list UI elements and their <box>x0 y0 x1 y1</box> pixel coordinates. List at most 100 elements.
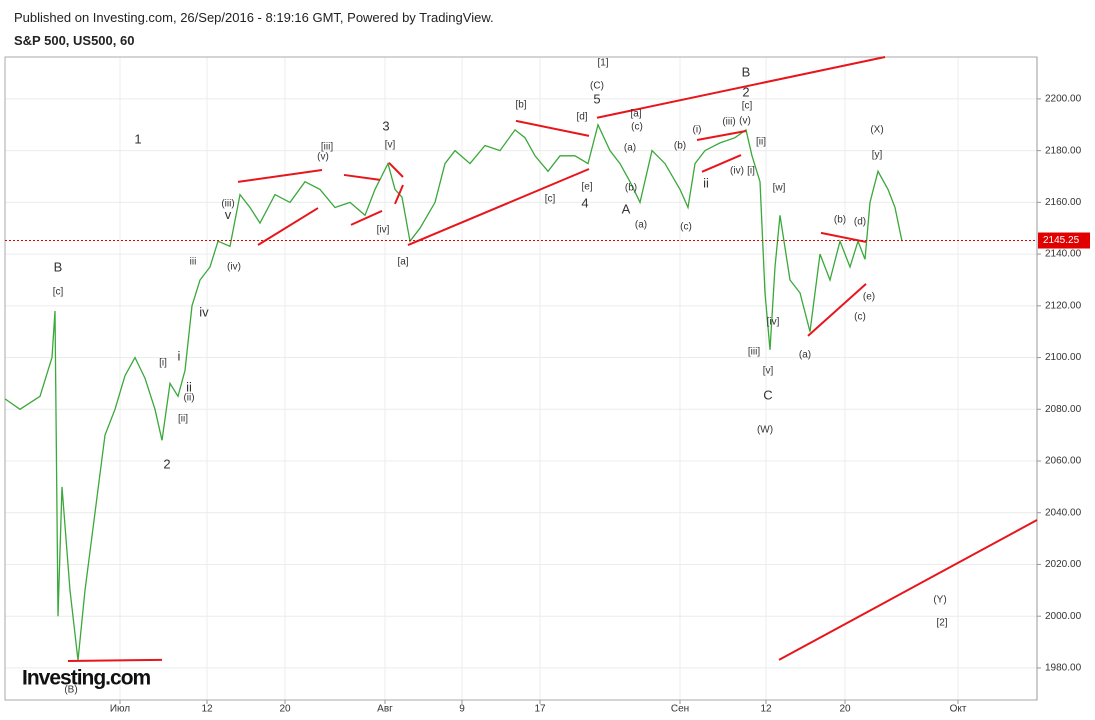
x-tick-label: 20 <box>839 704 851 715</box>
x-tick-label: 20 <box>279 704 291 715</box>
trend-line <box>820 231 867 243</box>
wave-label: [ii] <box>756 136 766 147</box>
wave-label: (b) <box>674 141 686 152</box>
wave-label: (B) <box>64 685 77 696</box>
wave-label: C <box>763 387 772 402</box>
wave-label: (iii) <box>221 199 234 210</box>
wave-label: (c) <box>631 121 643 132</box>
wave-label: (ii) <box>183 393 194 404</box>
wave-label: (iv) <box>730 165 744 176</box>
wave-label: 4 <box>581 195 588 210</box>
wave-label: ii <box>703 175 709 190</box>
x-tick-label: 12 <box>201 704 213 715</box>
x-tick-label: Авг <box>377 704 393 715</box>
wave-label: [1] <box>597 58 608 69</box>
x-tick-label: 12 <box>760 704 772 715</box>
wave-label: (a) <box>635 220 647 231</box>
y-tick-label: 2180.00 <box>1045 145 1082 156</box>
y-tick-label: 2000.00 <box>1045 611 1082 622</box>
logo: Investing.com <box>22 667 151 690</box>
wave-label: 1 <box>134 131 141 146</box>
x-tick-label: Сен <box>671 704 689 715</box>
trend-line <box>778 519 1038 661</box>
wave-label: (d) <box>854 217 866 228</box>
wave-label: [y] <box>872 150 883 161</box>
wave-label: (v) <box>317 151 329 162</box>
wave-label: 3 <box>382 118 389 133</box>
wave-label: (W) <box>757 425 773 436</box>
wave-label: [b] <box>515 99 526 110</box>
trend-line <box>394 184 404 205</box>
wave-label: [c] <box>53 286 64 297</box>
wave-label: (Y) <box>933 595 946 606</box>
y-tick-label: 1980.00 <box>1045 663 1082 674</box>
trend-line <box>343 173 381 181</box>
y-tick-label: 2200.00 <box>1045 94 1082 105</box>
wave-label: (iii) <box>722 117 735 128</box>
wave-label: B <box>742 64 751 79</box>
trend-line <box>350 209 383 226</box>
symbol-title: S&P 500, US500, 60 <box>14 33 135 48</box>
wave-label: [w] <box>773 183 786 194</box>
wave-label: [d] <box>576 112 587 123</box>
wave-label: iv <box>199 304 209 319</box>
wave-label: (X) <box>870 125 883 136</box>
wave-label: [iii] <box>748 346 760 357</box>
x-tick-label: Июл <box>110 704 130 715</box>
trend-line <box>237 169 323 183</box>
wave-label: (b) <box>625 183 637 194</box>
wave-label: (v) <box>739 116 751 127</box>
last-price-label: 2145.25 <box>1043 235 1080 246</box>
trend-line <box>67 658 163 662</box>
y-tick-label: 2020.00 <box>1045 559 1082 570</box>
y-tick-label: 2060.00 <box>1045 456 1082 467</box>
wave-label: (c) <box>854 312 866 323</box>
x-tick-label: 17 <box>534 704 546 715</box>
y-tick-label: 2040.00 <box>1045 507 1082 518</box>
wave-label: 5 <box>593 91 600 106</box>
wave-label: (e) <box>863 292 875 303</box>
wave-label: 2 <box>163 456 170 471</box>
wave-label: [c] <box>742 101 753 112</box>
wave-label: (C) <box>590 81 604 92</box>
published-note: Published on Investing.com, 26/Sep/2016 … <box>14 10 494 25</box>
trend-line <box>807 283 867 337</box>
wave-label: (i) <box>693 125 702 136</box>
wave-label: [a] <box>397 256 408 267</box>
wave-label: [v] <box>763 366 774 377</box>
wave-label: ii <box>186 380 192 395</box>
last-price-box <box>1038 232 1090 249</box>
y-tick-label: 2120.00 <box>1045 300 1082 311</box>
trend-line <box>596 56 886 119</box>
wave-label: [i] <box>747 165 755 176</box>
wave-label: [iii] <box>321 142 333 153</box>
trend-line <box>388 162 404 178</box>
price-line <box>4 122 903 661</box>
y-tick-label: 2140.00 <box>1045 249 1082 260</box>
y-tick-label: 2160.00 <box>1045 197 1082 208</box>
wave-label: (a) <box>624 143 636 154</box>
wave-label: [i] <box>159 358 167 369</box>
wave-label: A <box>622 201 631 216</box>
wave-label: [v] <box>385 140 396 151</box>
wave-label: [e] <box>581 181 592 192</box>
wave-label: [c] <box>545 194 556 205</box>
wave-label: [iv] <box>377 225 390 236</box>
trend-line <box>407 168 590 246</box>
y-tick-label: 2080.00 <box>1045 404 1082 415</box>
trend-line <box>701 154 742 173</box>
wave-label: 2 <box>742 84 749 99</box>
wave-label: [2] <box>936 618 947 629</box>
wave-label: (b) <box>834 215 846 226</box>
wave-label: i <box>178 348 181 363</box>
wave-label: (a) <box>799 350 811 361</box>
wave-label: [iv] <box>767 316 780 327</box>
x-tick-label: Окт <box>950 704 967 715</box>
wave-label: v <box>225 207 232 222</box>
wave-label: (c) <box>680 222 692 233</box>
wave-label: iii <box>190 256 197 267</box>
trend-line <box>257 207 319 246</box>
wave-label: (iv) <box>227 262 241 273</box>
